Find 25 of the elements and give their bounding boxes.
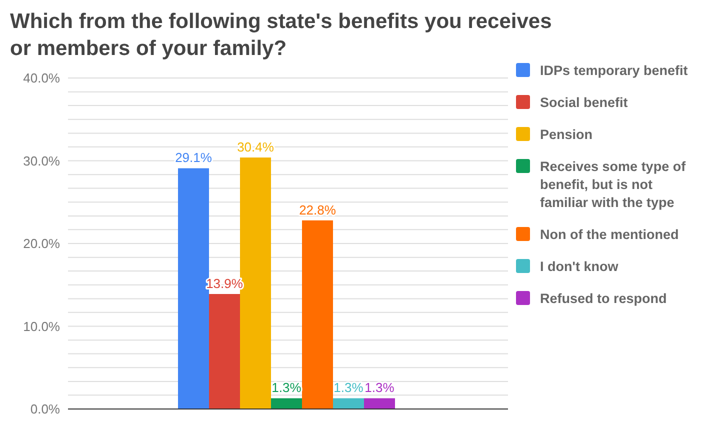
y-tick-label: 20.0% <box>23 236 60 252</box>
legend-label: Social benefit <box>540 94 628 112</box>
data-label: 1.3% <box>272 380 302 396</box>
data-label: 1.3% <box>364 380 395 396</box>
bar <box>302 220 333 409</box>
legend-label: Non of the mentioned <box>540 226 679 244</box>
data-label: 29.1% <box>175 150 212 166</box>
bar <box>178 168 209 409</box>
y-tick-label: 30.0% <box>23 153 60 168</box>
chart-title: Which from the following state's benefits you receives or members of your family? <box>10 9 553 62</box>
bar <box>271 398 302 409</box>
legend-label: Refused to respond <box>540 290 667 308</box>
data-label: 1.3% <box>334 380 364 396</box>
data-label: 22.8% <box>299 202 336 218</box>
legend-label: Pension <box>540 126 593 144</box>
legend-label: Receives some type of benefit, but is not familiar with the type <box>540 158 687 212</box>
legend-label: IDPs temporary benefit <box>540 62 688 80</box>
bar <box>364 398 395 409</box>
legend-label: I don't know <box>540 258 618 276</box>
y-tick-label: 40.0% <box>23 70 60 86</box>
bar <box>333 398 364 409</box>
bar <box>209 294 240 409</box>
data-label: 30.4% <box>237 139 274 154</box>
y-tick-label: 0.0% <box>30 402 60 417</box>
y-tick-label: 10.0% <box>23 318 60 334</box>
